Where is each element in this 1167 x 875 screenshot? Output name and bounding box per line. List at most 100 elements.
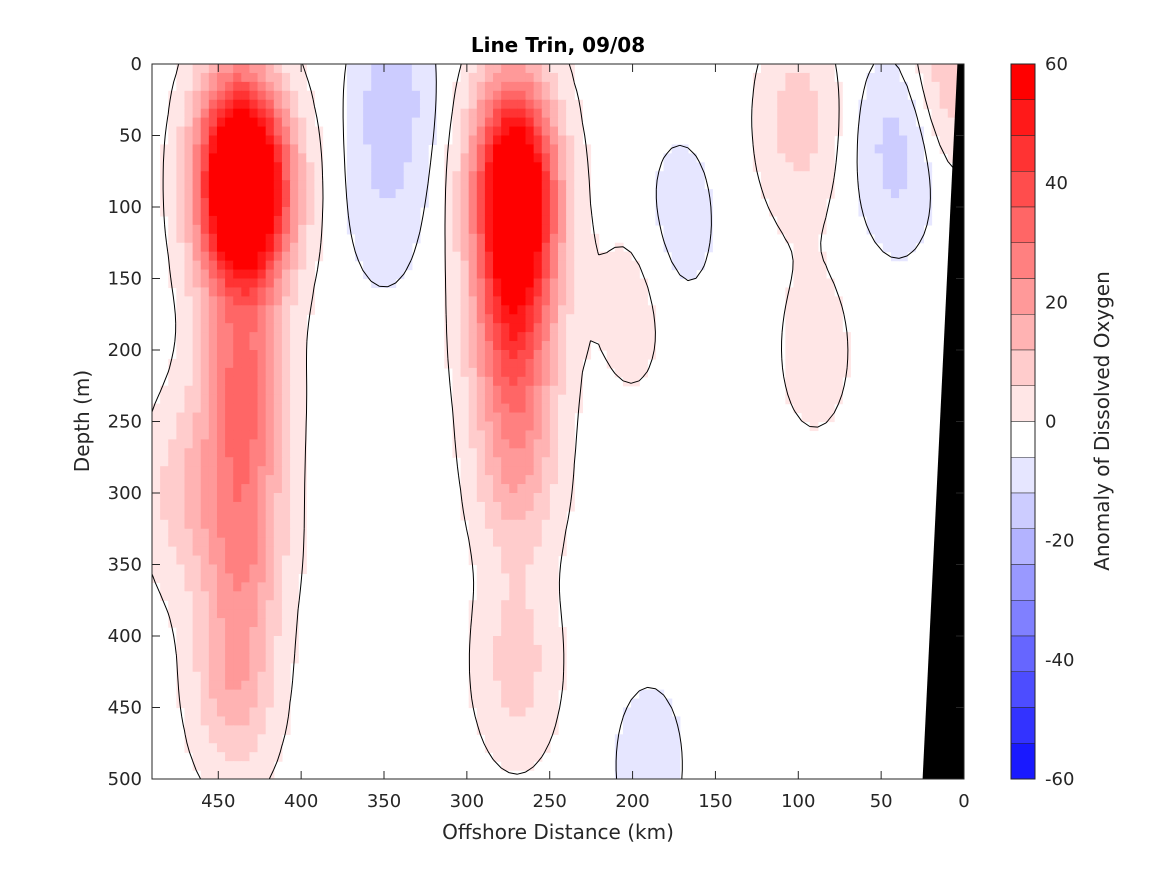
field-cell	[525, 662, 535, 673]
field-cell	[574, 358, 583, 369]
field-cell	[785, 367, 795, 378]
field-cell	[541, 448, 551, 458]
field-cell	[265, 72, 275, 83]
field-cell	[200, 591, 210, 601]
field-cell	[233, 537, 242, 548]
field-cell	[184, 126, 194, 137]
field-cell	[411, 162, 421, 172]
field-cell	[631, 734, 640, 744]
field-cell	[509, 99, 518, 110]
field-cell	[249, 609, 259, 619]
field-cell	[517, 555, 527, 566]
field-cell	[501, 90, 510, 101]
field-cell	[233, 555, 242, 566]
field-cell	[484, 698, 494, 709]
field-cell	[493, 260, 502, 271]
field-cell	[533, 117, 543, 128]
field-cell	[208, 117, 218, 128]
field-cell	[899, 153, 908, 163]
x-tick-label: 200	[615, 791, 649, 812]
field-cell	[793, 81, 803, 92]
field-cell	[192, 189, 202, 199]
field-cell	[281, 671, 291, 682]
field-cell	[249, 582, 259, 592]
field-cell	[501, 198, 510, 208]
colorbar-swatch	[1010, 349, 1036, 386]
field-cell	[428, 99, 437, 110]
field-cell	[208, 171, 218, 181]
field-cell	[533, 99, 543, 110]
field-cell	[517, 743, 527, 753]
field-cell	[890, 64, 900, 74]
field-cell	[176, 224, 186, 235]
field-cell	[281, 367, 291, 378]
field-cell	[574, 135, 583, 146]
field-cell	[314, 135, 324, 146]
field-cell	[501, 287, 510, 297]
field-cell	[208, 752, 218, 762]
field-cell	[858, 108, 868, 119]
field-cell	[793, 376, 803, 387]
field-cell	[233, 680, 242, 691]
field-cell	[517, 64, 527, 74]
field-cell	[825, 144, 835, 154]
field-cell	[160, 457, 169, 467]
field-cell	[241, 207, 251, 217]
field-cell	[460, 269, 470, 280]
field-cell	[452, 403, 462, 414]
field-cell	[874, 215, 884, 226]
field-cell	[566, 278, 575, 289]
field-cell	[655, 761, 665, 771]
field-cell	[257, 305, 267, 315]
field-cell	[858, 189, 868, 199]
field-cell	[200, 162, 210, 172]
field-cell	[290, 439, 299, 449]
field-cell	[525, 314, 535, 324]
field-cell	[192, 466, 202, 476]
field-cell	[176, 484, 186, 494]
field-cell	[225, 671, 234, 682]
field-cell	[184, 144, 194, 154]
field-cell	[671, 752, 681, 762]
field-cell	[346, 108, 356, 119]
field-cell	[947, 117, 957, 128]
field-cell	[265, 716, 275, 726]
field-cell	[265, 171, 275, 181]
field-cell	[809, 376, 819, 387]
field-cell	[216, 233, 226, 244]
field-cell	[915, 198, 924, 208]
field-cell	[882, 144, 892, 154]
colorbar-swatch	[1010, 457, 1036, 494]
field-cell	[687, 153, 697, 163]
field-cell	[655, 770, 665, 779]
field-cell	[460, 305, 470, 315]
field-cell	[476, 135, 486, 146]
field-cell	[493, 90, 502, 101]
field-cell	[882, 126, 892, 137]
field-cell	[257, 171, 267, 181]
field-cell	[793, 233, 803, 244]
colorbar-swatch	[1010, 278, 1036, 315]
field-cell	[225, 224, 234, 235]
field-cell	[346, 153, 356, 163]
field-cell	[809, 385, 819, 396]
field-cell	[233, 430, 242, 440]
field-cell	[306, 198, 315, 208]
field-cell	[184, 269, 194, 280]
field-cell	[460, 394, 470, 405]
field-cell	[793, 224, 803, 235]
field-cell	[493, 582, 502, 592]
field-cell	[558, 90, 567, 101]
field-cell	[582, 198, 592, 208]
field-cell	[541, 135, 551, 146]
field-cell	[290, 618, 299, 628]
field-cell	[501, 644, 510, 655]
field-cell	[257, 421, 267, 432]
field-cell	[225, 591, 234, 601]
field-cell	[549, 117, 559, 128]
field-cell	[501, 698, 510, 709]
y-tick-label: 100	[108, 197, 142, 218]
field-cell	[168, 591, 177, 601]
field-cell	[501, 680, 510, 691]
field-cell	[273, 519, 283, 530]
